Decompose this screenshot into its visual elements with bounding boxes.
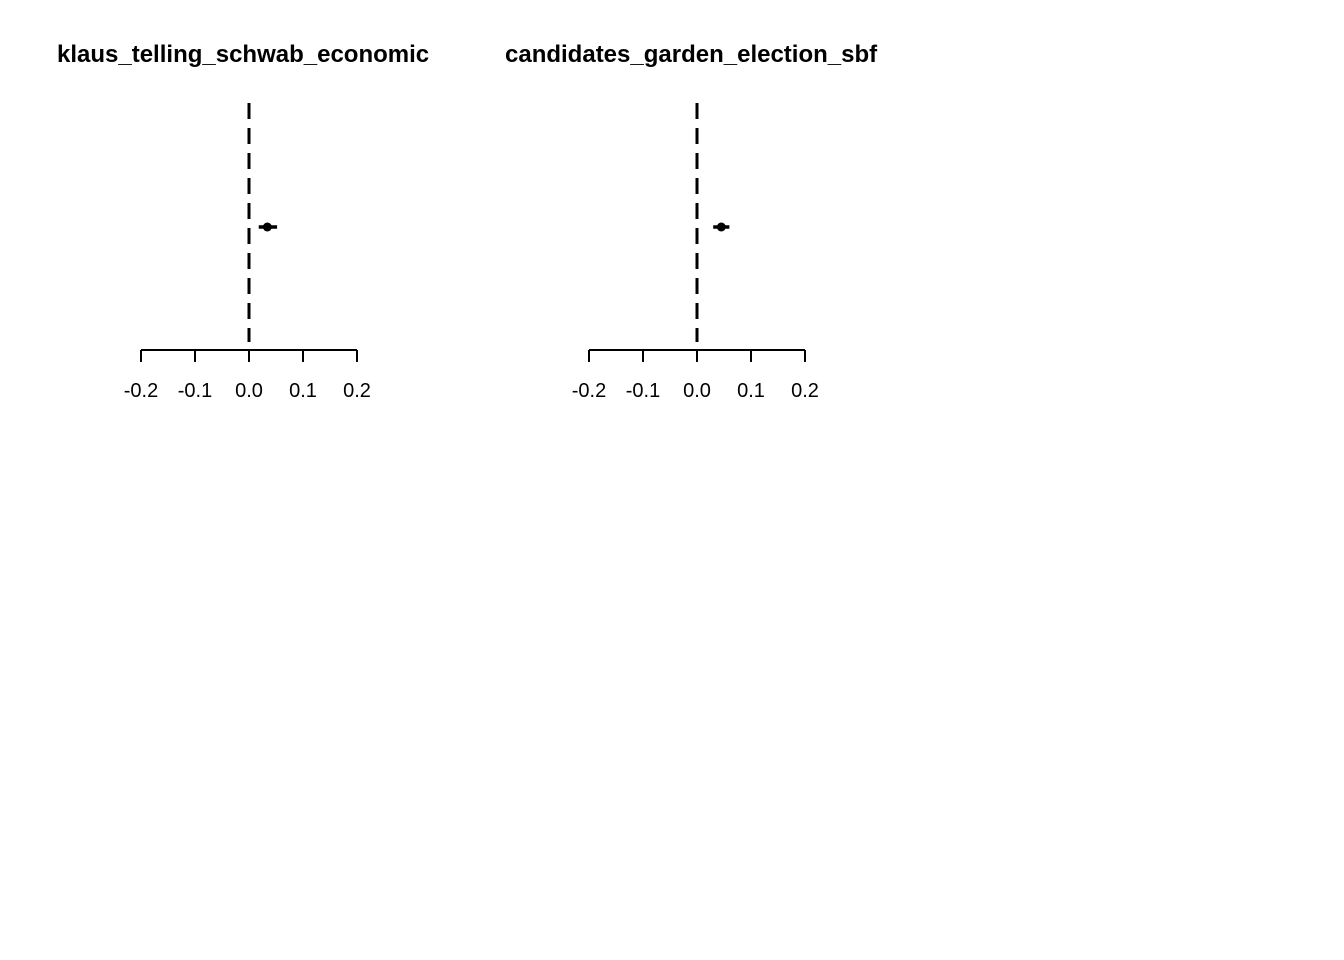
- panel-title: candidates_garden_election_sbf: [505, 41, 878, 68]
- points-group: [713, 222, 730, 232]
- x-tick-label: -0.2: [572, 380, 606, 402]
- x-tick-label: -0.1: [626, 380, 660, 402]
- point-estimate: [262, 222, 272, 232]
- x-tick-label: -0.2: [124, 380, 158, 402]
- x-tick-label: 0.2: [791, 380, 819, 402]
- panel-title: klaus_telling_schwab_economic: [57, 41, 429, 68]
- x-tick-label: 0.1: [737, 380, 765, 402]
- panel-klaus: klaus_telling_schwab_economic -0.2 -0.1 0.…: [57, 41, 429, 402]
- x-axis: -0.2 -0.1 0.0 0.1 0.2: [572, 349, 819, 402]
- x-tick-label: 0.0: [235, 380, 263, 402]
- point-estimate: [716, 222, 726, 232]
- x-tick-label: 0.1: [289, 380, 317, 402]
- points-group: [258, 222, 278, 232]
- x-tick-label: -0.1: [178, 380, 212, 402]
- panel-candidates: candidates_garden_election_sbf -0.2 -0.1 0…: [505, 41, 878, 402]
- x-tick-label: 0.2: [343, 380, 371, 402]
- x-tick-label: 0.0: [683, 380, 711, 402]
- x-axis: -0.2 -0.1 0.0 0.1 0.2: [124, 349, 371, 402]
